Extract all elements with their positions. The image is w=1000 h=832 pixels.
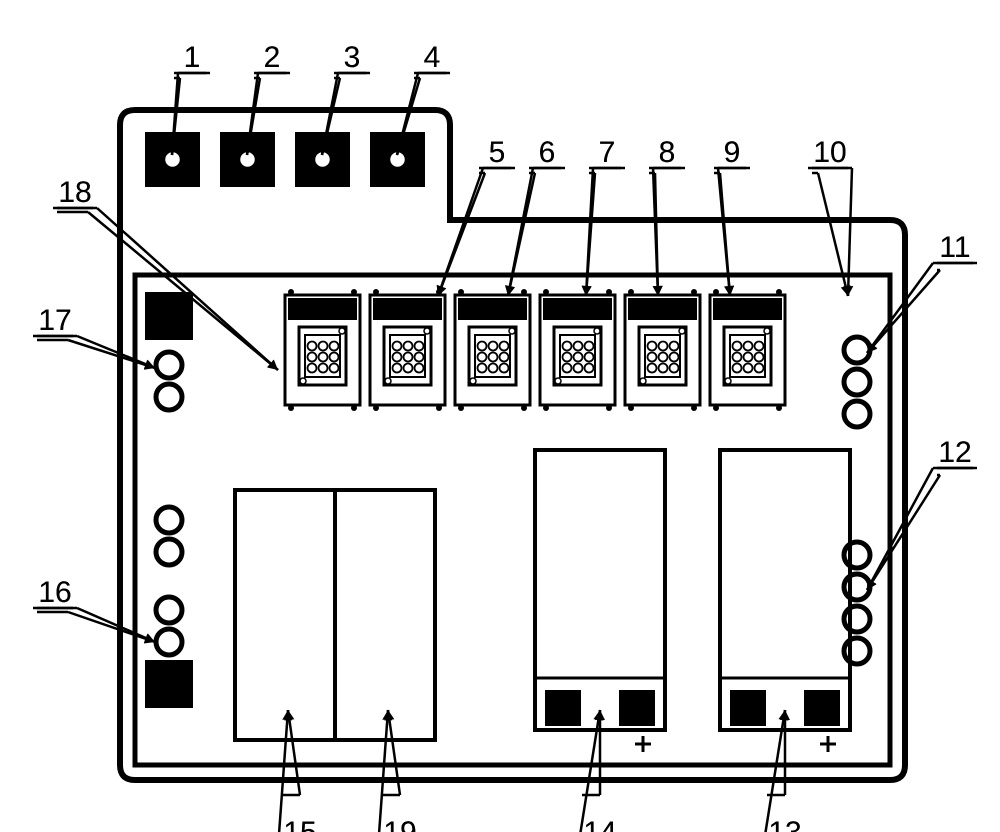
left-ring-2 bbox=[156, 384, 182, 410]
callout-num-17: 17 bbox=[38, 304, 71, 337]
callout-6: 6 bbox=[508, 136, 565, 296]
callout-num-12: 12 bbox=[938, 436, 971, 469]
callout-num-16: 16 bbox=[38, 576, 71, 609]
callout-num-18: 18 bbox=[58, 176, 91, 209]
callout-num-4: 4 bbox=[424, 41, 441, 74]
top-pad-2 bbox=[220, 132, 275, 187]
diagram-svg: 1234567891011121314151617181912345678910… bbox=[0, 0, 1000, 832]
left-ring-5 bbox=[156, 597, 182, 623]
callout-num-10: 10 bbox=[813, 136, 846, 169]
callout-num-19: 19 bbox=[383, 816, 416, 832]
right-ring-2 bbox=[844, 401, 870, 427]
callout-7: 7 bbox=[586, 136, 621, 296]
callout-15: 15 bbox=[278, 710, 322, 832]
callout-9: 9 bbox=[718, 136, 746, 296]
chip-1 bbox=[285, 289, 360, 411]
callout-num-6: 6 bbox=[539, 136, 556, 169]
left-pad-0 bbox=[145, 292, 193, 340]
socket-right bbox=[720, 450, 850, 752]
top-pad-4 bbox=[370, 132, 425, 187]
chip-2 bbox=[370, 289, 445, 411]
left-ring-3 bbox=[156, 507, 182, 533]
right-ring-1 bbox=[844, 369, 870, 395]
right-ring-4 bbox=[844, 574, 870, 600]
callout-19: 19 bbox=[378, 710, 422, 832]
callout-num-9: 9 bbox=[724, 136, 741, 169]
diagram-container: 1234567891011121314151617181912345678910… bbox=[0, 0, 1000, 832]
callout-6: 6 bbox=[508, 136, 561, 296]
left-pad-7 bbox=[145, 660, 193, 708]
callout-num-2: 2 bbox=[264, 41, 281, 74]
callout-num-15: 15 bbox=[283, 816, 316, 832]
right-ring-3 bbox=[844, 542, 870, 568]
right-ring-0 bbox=[844, 337, 870, 363]
left-ring-6 bbox=[156, 629, 182, 655]
chip-5 bbox=[625, 289, 700, 411]
chip-6 bbox=[710, 289, 785, 411]
right-ring-6 bbox=[844, 638, 870, 664]
top-pad-3 bbox=[295, 132, 350, 187]
chip-3 bbox=[455, 289, 530, 411]
callout-12: 12 bbox=[867, 436, 977, 590]
socket-mid bbox=[535, 450, 665, 752]
chip-4 bbox=[540, 289, 615, 411]
callout-num-8: 8 bbox=[659, 136, 676, 169]
callout-num-1: 1 bbox=[184, 41, 201, 74]
left-ring-4 bbox=[156, 539, 182, 565]
callout-10: 10 bbox=[808, 136, 852, 296]
inner-rect bbox=[135, 275, 890, 765]
callout-num-11: 11 bbox=[939, 231, 970, 264]
left-ring-1 bbox=[156, 352, 182, 378]
callout-num-7: 7 bbox=[599, 136, 616, 169]
callout-num-14: 14 bbox=[583, 816, 616, 832]
callout-num-5: 5 bbox=[489, 136, 506, 169]
callout-num-13: 13 bbox=[768, 816, 801, 832]
callout-num-3: 3 bbox=[344, 41, 361, 74]
right-ring-5 bbox=[844, 606, 870, 632]
